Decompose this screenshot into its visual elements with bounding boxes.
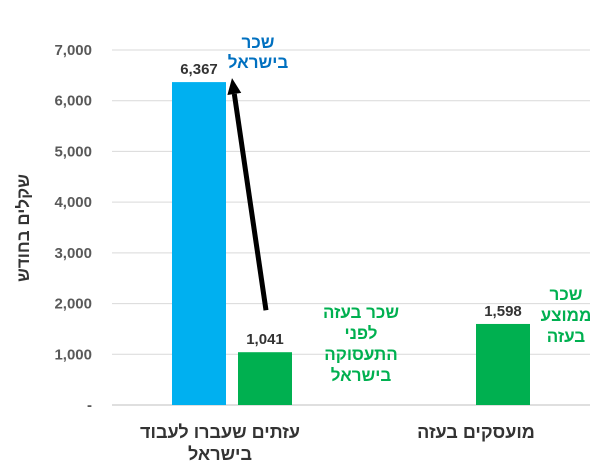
bar [172, 82, 226, 405]
category-label: עזתים שעברו לעבוד [140, 422, 300, 442]
category-label: בישראל [188, 444, 252, 464]
y-tick-label: 7,000 [54, 42, 92, 59]
data-label: 6,367 [180, 61, 218, 78]
annotation-line: בישראל [331, 366, 392, 385]
annotation-line: התעסוקה [324, 345, 397, 364]
bar [476, 323, 530, 405]
data-label: 1,598 [484, 303, 522, 320]
annotation-line: שכר [242, 33, 275, 52]
category-label: מועסקים בעזה [417, 422, 535, 442]
y-tick-label: 3,000 [54, 245, 92, 262]
annotation-line: בעזה [547, 327, 586, 346]
y-tick-label: 6,000 [54, 93, 92, 110]
annotation-line: שכר [550, 285, 583, 304]
arrow-shaft [231, 93, 269, 311]
y-tick-label: 4,000 [54, 194, 92, 211]
arrow-head [227, 78, 242, 95]
y-axis-label: שקלים בחודש [14, 174, 33, 282]
y-tick-label: 2,000 [54, 296, 92, 313]
annotation-line: בישראל [228, 53, 289, 72]
data-labels: 6,367 1,041 1,598 [180, 61, 522, 348]
y-axis-ticks: - 1,000 2,000 3,000 4,000 5,000 6,000 7,000 [54, 42, 92, 414]
bar [238, 352, 292, 405]
annotation-line: שכר בעזה [323, 303, 399, 322]
y-tick-label: 1,000 [54, 346, 92, 363]
annotation-line: ממוצע [541, 306, 592, 325]
bars [172, 82, 530, 405]
y-tick-label: - [87, 397, 92, 414]
annotation-line: לפני [345, 324, 378, 343]
y-tick-label: 5,000 [54, 143, 92, 160]
arrow [227, 78, 269, 311]
data-label: 1,041 [246, 331, 284, 348]
